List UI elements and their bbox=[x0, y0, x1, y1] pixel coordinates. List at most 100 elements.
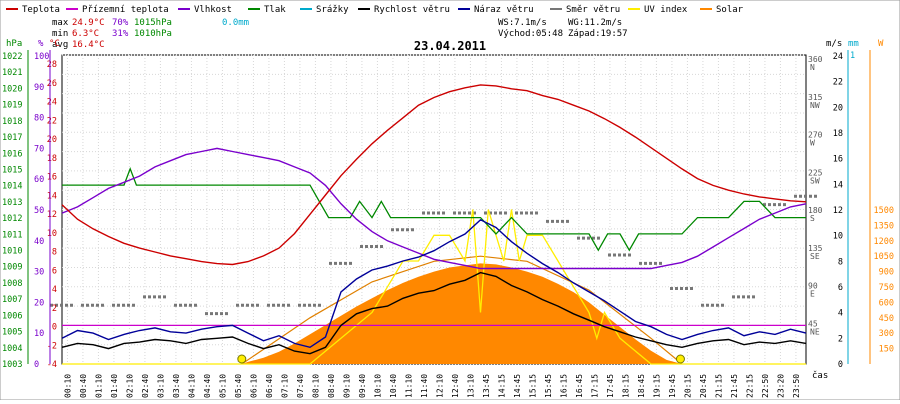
x-axis-tick: 11:40 bbox=[420, 374, 429, 398]
stats-max-hum: 70% bbox=[112, 18, 129, 28]
temperature-axis-tick: 8 bbox=[52, 248, 57, 258]
x-axis-tick: 06:10 bbox=[249, 374, 258, 398]
info-sunrise: Východ:05:48 bbox=[498, 29, 563, 39]
wind-axis-tick: 0 bbox=[838, 360, 843, 370]
x-axis-tick: 00:40 bbox=[79, 374, 88, 398]
legend-label-8: UV index bbox=[644, 5, 688, 15]
legend-label-6: Náraz větru bbox=[474, 5, 534, 15]
x-axis-label: čas bbox=[812, 370, 828, 381]
legend-label-5: Rychlost větru bbox=[374, 5, 450, 15]
x-axis-tick: 20:15 bbox=[683, 374, 692, 398]
pressure-axis-tick: 1016 bbox=[2, 149, 22, 159]
wind-axis-tick: 6 bbox=[838, 283, 843, 293]
x-axis-tick: 03:40 bbox=[172, 374, 181, 398]
direction-axis-dir: NE bbox=[810, 327, 820, 336]
humidity-axis-tick: 20 bbox=[34, 298, 44, 308]
stats-avg-label: avg bbox=[52, 40, 68, 50]
direction-axis-deg: 315 bbox=[808, 93, 823, 102]
x-axis-tick: 22:50 bbox=[761, 374, 770, 398]
pressure-axis-tick: 1004 bbox=[2, 344, 22, 354]
temperature-axis-tick: 18 bbox=[47, 154, 57, 164]
series-pressure bbox=[62, 166, 806, 252]
humidity-axis-tick: 70 bbox=[34, 144, 44, 154]
temperature-axis-tick: 22 bbox=[47, 116, 57, 126]
direction-axis-deg: 270 bbox=[808, 131, 823, 140]
legend-label-1: Přízemní teplota bbox=[82, 5, 169, 15]
x-axis-tick: 20:45 bbox=[699, 374, 708, 398]
wind-axis-tick: 2 bbox=[838, 334, 843, 344]
wind-axis-tick: 22 bbox=[833, 78, 843, 88]
stats-max-temp: 24.9°C bbox=[72, 18, 105, 28]
direction-axis-deg: 135 bbox=[808, 244, 823, 253]
wind-axis-tick: 16 bbox=[833, 155, 843, 165]
legend-label-7: Směr větru bbox=[566, 5, 620, 15]
x-axis-tick: 08:40 bbox=[327, 374, 336, 398]
x-axis-tick: 01:10 bbox=[94, 374, 103, 398]
humidity-axis-tick: 90 bbox=[34, 83, 44, 93]
x-axis-tick: 23:50 bbox=[792, 374, 801, 398]
pressure-axis-tick: 1013 bbox=[2, 198, 22, 208]
direction-axis-dir: E bbox=[810, 290, 815, 299]
stats-max-label: max bbox=[52, 18, 69, 28]
x-axis-tick: 14:45 bbox=[513, 374, 522, 398]
x-axis-tick: 13:45 bbox=[482, 374, 491, 398]
pressure-axis-tick: 1003 bbox=[2, 360, 22, 370]
x-axis-tick: 09:40 bbox=[358, 374, 367, 398]
temperature-axis-unit: °C bbox=[49, 39, 60, 49]
x-axis-tick: 02:10 bbox=[125, 374, 134, 398]
x-axis-tick: 23:20 bbox=[776, 374, 785, 398]
stats-avg-temp: 16.4°C bbox=[72, 40, 105, 50]
pressure-axis-tick: 1020 bbox=[2, 84, 22, 94]
x-axis-tick: 15:45 bbox=[544, 374, 553, 398]
x-axis-tick: 05:10 bbox=[218, 374, 227, 398]
legend-label-0: Teplota bbox=[22, 5, 60, 15]
x-axis-tick: 07:40 bbox=[296, 374, 305, 398]
x-axis-tick: 21:15 bbox=[714, 374, 723, 398]
x-axis-tick: 19:45 bbox=[668, 374, 677, 398]
series-uv-index bbox=[62, 209, 806, 365]
info-ws: WS:7.1m/s bbox=[498, 18, 547, 28]
x-axis-tick: 07:10 bbox=[280, 374, 289, 398]
wind-axis-tick: 12 bbox=[833, 206, 843, 216]
wind-axis-tick: 18 bbox=[833, 129, 843, 139]
humidity-axis-tick: 60 bbox=[34, 175, 44, 185]
wind-axis-tick: 24 bbox=[833, 52, 843, 62]
direction-axis-deg: 180 bbox=[808, 206, 823, 215]
humidity-axis-tick: 30 bbox=[34, 268, 44, 278]
x-axis-tick: 04:10 bbox=[187, 374, 196, 398]
pressure-axis-tick: 1006 bbox=[2, 311, 22, 321]
x-axis-tick: 12:10 bbox=[435, 374, 444, 398]
stats-rain: 0.0mm bbox=[222, 18, 249, 28]
x-axis-tick: 16:15 bbox=[559, 374, 568, 398]
temperature-axis-tick: 10 bbox=[47, 229, 57, 239]
x-axis-tick: 12:40 bbox=[451, 374, 460, 398]
pressure-axis-tick: 1014 bbox=[2, 182, 22, 192]
x-axis-tick: 19:15 bbox=[652, 374, 661, 398]
x-axis-tick: 02:40 bbox=[141, 374, 150, 398]
solar-axis-tick: 150 bbox=[879, 345, 894, 355]
legend-label-3: Tlak bbox=[264, 5, 286, 15]
temperature-axis-tick: 16 bbox=[47, 173, 57, 183]
direction-axis-deg: 45 bbox=[808, 319, 818, 328]
series-temperature bbox=[61, 84, 807, 266]
pressure-axis-tick: 1021 bbox=[2, 68, 22, 78]
temperature-axis-tick: 14 bbox=[47, 191, 57, 201]
solar-axis-tick: 1200 bbox=[874, 237, 894, 247]
direction-axis-deg: 90 bbox=[808, 282, 818, 291]
temperature-axis-tick: 0 bbox=[52, 323, 57, 333]
x-axis-tick: 01:40 bbox=[110, 374, 119, 398]
x-axis-tick: 09:10 bbox=[342, 374, 351, 398]
solar-axis-tick: 900 bbox=[879, 268, 894, 278]
pressure-axis-tick: 1008 bbox=[2, 279, 22, 289]
pressure-axis-tick: 1012 bbox=[2, 214, 22, 224]
temperature-axis-tick: 26 bbox=[47, 79, 57, 89]
x-axis-tick: 18:15 bbox=[621, 374, 630, 398]
wind-axis-tick: 4 bbox=[838, 309, 843, 319]
x-axis-tick: 05:40 bbox=[234, 374, 243, 398]
humidity-axis-tick: 80 bbox=[34, 114, 44, 124]
temperature-axis-tick: -4 bbox=[47, 360, 57, 370]
solar-axis-tick: 1500 bbox=[874, 206, 894, 216]
temperature-axis-tick: 2 bbox=[52, 304, 57, 314]
direction-axis-dir: SE bbox=[810, 252, 820, 261]
legend-label-2: Vlhkost bbox=[194, 5, 232, 15]
